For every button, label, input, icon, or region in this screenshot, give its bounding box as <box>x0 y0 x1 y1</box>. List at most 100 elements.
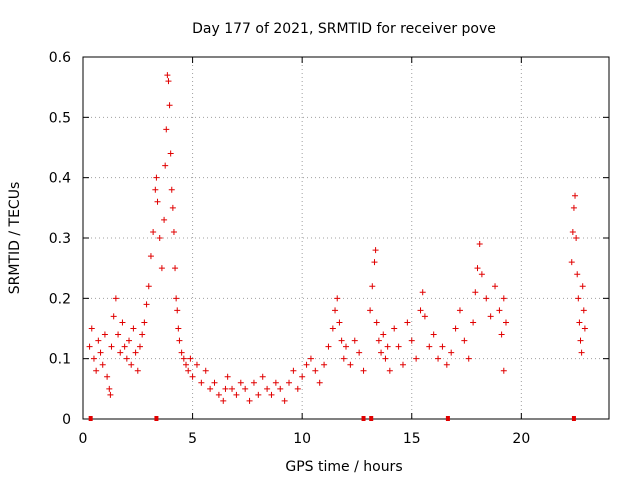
data-point <box>303 361 310 368</box>
data-point <box>163 126 170 133</box>
data-point <box>121 343 128 350</box>
data-point <box>290 367 297 374</box>
data-point <box>117 349 124 356</box>
data-point <box>307 355 314 362</box>
data-point <box>167 150 174 157</box>
data-point <box>183 361 190 368</box>
data-point <box>570 204 577 211</box>
data-point <box>153 174 160 181</box>
data-point <box>126 337 133 344</box>
data-point <box>207 385 214 392</box>
data-point <box>229 385 236 392</box>
data-point <box>465 355 472 362</box>
data-point <box>332 307 339 314</box>
data-point <box>579 283 586 290</box>
data-point <box>404 319 411 326</box>
axis-ticks <box>82 56 609 420</box>
data-point <box>173 295 180 302</box>
y-axis-label: SRMTID / TECUs <box>7 182 23 295</box>
data-point <box>115 331 122 338</box>
data-point <box>421 313 428 320</box>
data-point <box>435 355 442 362</box>
data-point <box>399 361 406 368</box>
data-point <box>369 283 376 290</box>
data-point <box>119 319 126 326</box>
data-point <box>569 228 576 235</box>
data-point <box>380 331 387 338</box>
data-point <box>88 325 95 332</box>
data-point <box>202 367 209 374</box>
x-tick-label: 0 <box>79 431 88 447</box>
y-tick-label: 0 <box>62 412 71 428</box>
data-point <box>578 349 585 356</box>
data-point <box>312 367 319 374</box>
data-point <box>99 361 106 368</box>
data-point <box>112 295 119 302</box>
data-point <box>375 337 382 344</box>
data-point <box>169 204 176 211</box>
gap-marker <box>445 416 450 421</box>
data-point <box>419 289 426 296</box>
data-point <box>386 367 393 374</box>
data-point <box>176 337 183 344</box>
y-tick-label: 0.4 <box>49 171 71 187</box>
data-point <box>168 186 175 193</box>
x-axis-label: GPS time / hours <box>285 459 402 475</box>
data-point <box>185 367 192 374</box>
data-point <box>152 186 159 193</box>
data-point <box>478 271 485 278</box>
data-point <box>150 228 157 235</box>
data-point <box>222 385 229 392</box>
data-point <box>343 343 349 350</box>
data-point <box>483 295 490 302</box>
data-point <box>474 265 481 272</box>
data-point <box>86 343 93 350</box>
data-point <box>568 259 575 266</box>
data-point <box>166 102 173 109</box>
data-point <box>172 265 179 272</box>
data-point <box>500 367 507 374</box>
data-point <box>95 337 102 344</box>
data-point <box>268 391 275 398</box>
data-point <box>132 349 139 356</box>
data-point <box>580 307 587 314</box>
data-point <box>347 361 354 368</box>
data-point <box>281 397 288 404</box>
data-point <box>162 162 169 169</box>
data-point <box>413 355 420 362</box>
data-point <box>215 391 222 398</box>
data-point <box>90 355 97 362</box>
data-point <box>246 397 253 404</box>
data-point <box>175 325 182 332</box>
gap-marker <box>571 416 576 421</box>
gap-marker <box>361 416 366 421</box>
grid-lines <box>83 57 609 419</box>
data-point <box>573 235 580 241</box>
data-point <box>351 337 358 344</box>
data-point <box>476 241 483 248</box>
data-point <box>496 307 503 314</box>
data-point <box>574 271 581 278</box>
data-point <box>325 343 332 350</box>
data-point <box>104 373 111 380</box>
data-point <box>164 72 171 79</box>
y-tick-labels: 0 0.1 0.2 0.3 0.4 0.5 0.6 <box>49 50 71 428</box>
data-point <box>233 391 240 398</box>
data-point <box>338 337 345 344</box>
gap-marker <box>154 416 159 421</box>
data-point <box>367 307 374 314</box>
x-tick-label: 5 <box>188 431 197 447</box>
data-point <box>576 319 583 326</box>
data-point <box>470 319 477 326</box>
data-point <box>141 319 148 326</box>
data-point <box>472 289 479 296</box>
data-point <box>382 355 389 362</box>
data-point <box>371 259 378 266</box>
data-point <box>139 331 146 338</box>
data-point <box>443 361 450 368</box>
data-point <box>286 379 293 386</box>
data-point <box>329 325 336 332</box>
data-point <box>461 337 468 344</box>
data-point <box>136 343 143 350</box>
